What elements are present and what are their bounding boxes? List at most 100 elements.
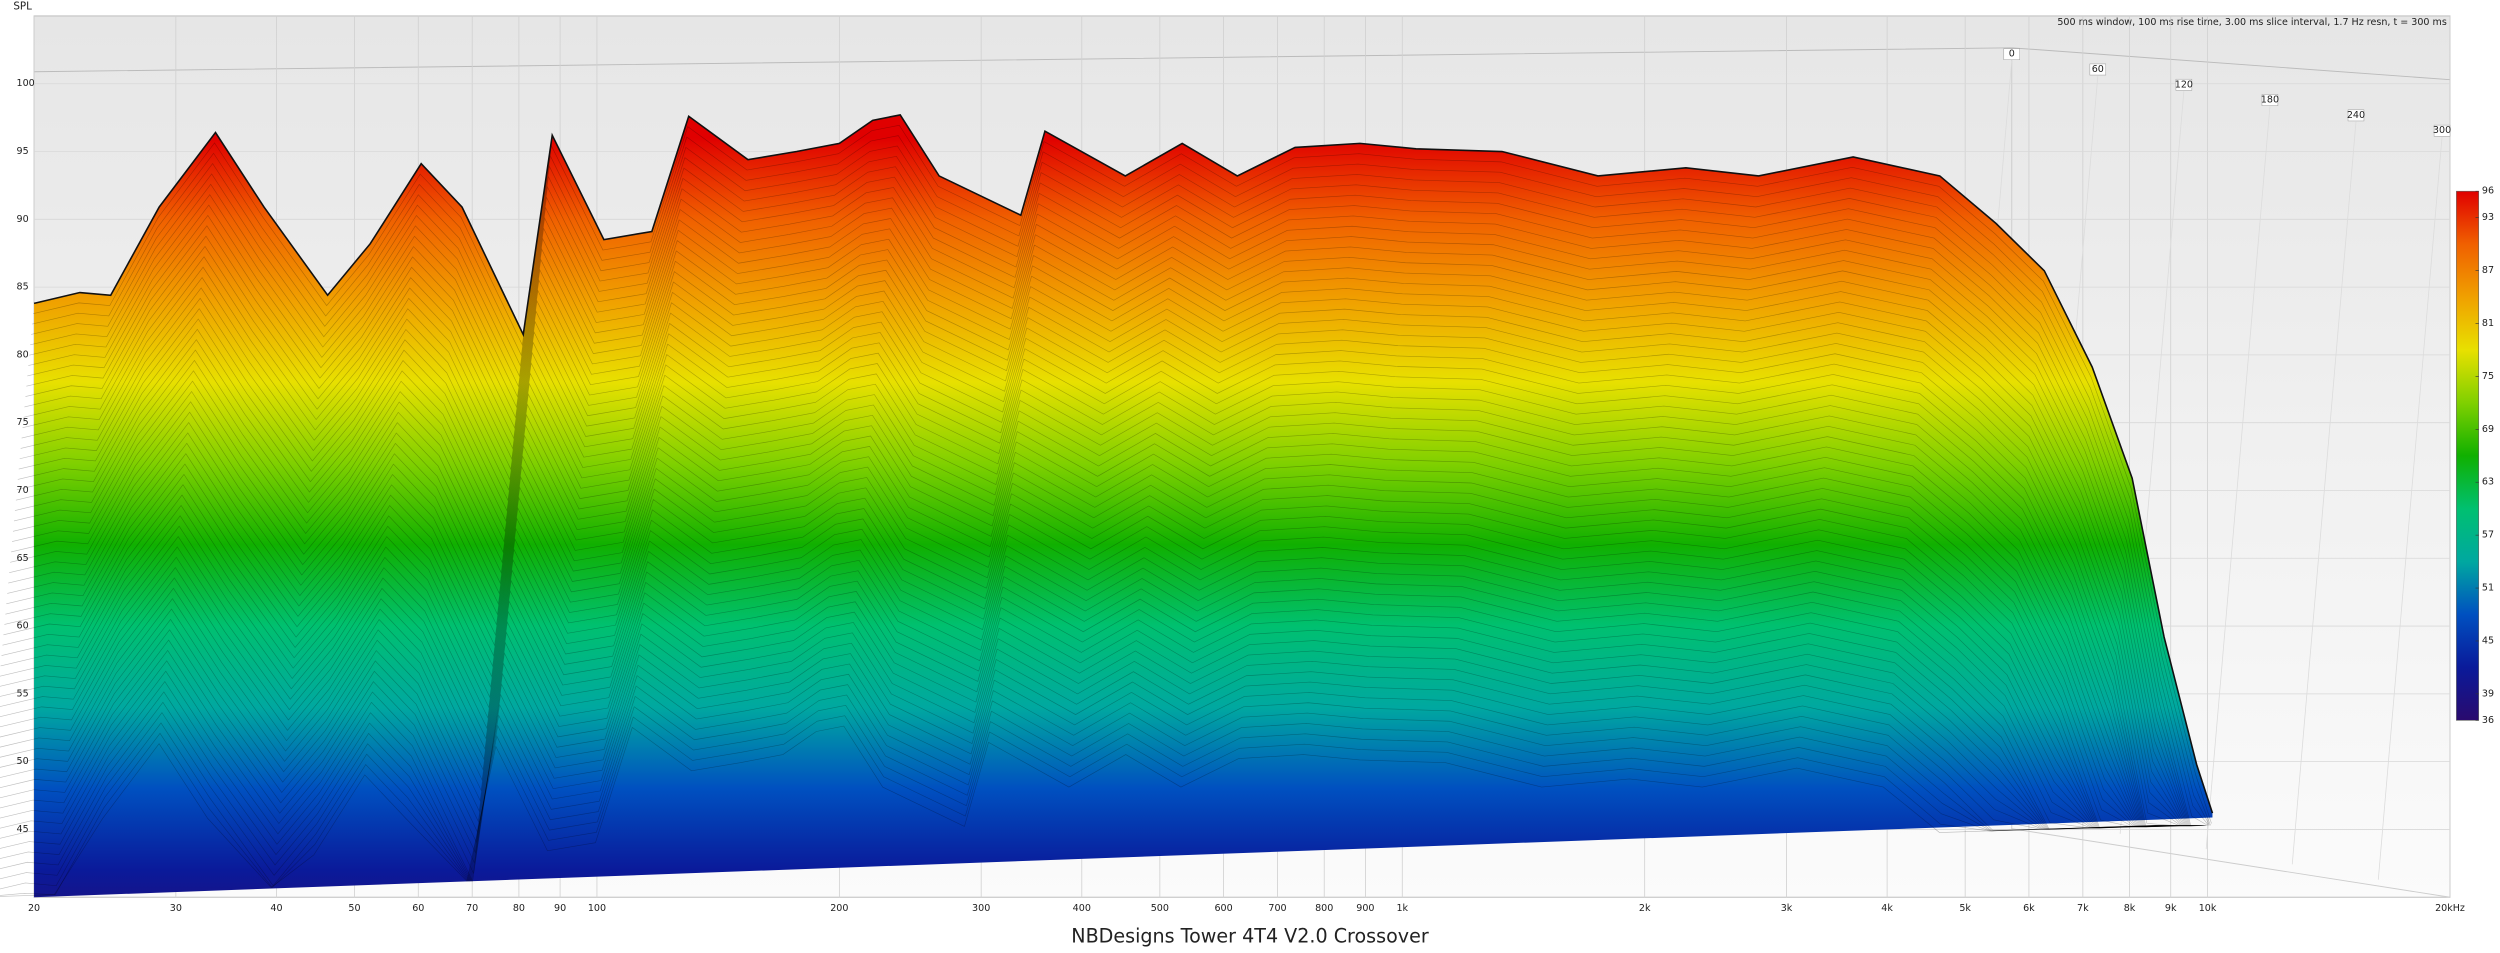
z-tick-label: 240 — [2347, 110, 2365, 121]
slice-line — [23, 228, 2202, 827]
y-tick-label: 85 — [17, 282, 29, 293]
annotation: 500 ms window, 100 ms rise time, 3.00 ms… — [2057, 17, 2447, 28]
slice-line — [0, 673, 2161, 883]
colorbar — [2456, 190, 2480, 721]
colorbar-tick-label: 36 — [2482, 715, 2494, 726]
x-tick-label: 800 — [1315, 903, 1333, 914]
slice-line — [10, 373, 2189, 828]
slice-line — [0, 549, 2173, 829]
slice-line — [0, 497, 2178, 829]
slice-line — [7, 404, 2186, 828]
slice-line — [0, 642, 2164, 864]
slice-line — [0, 694, 2159, 882]
x-tick-label: 2k — [1639, 903, 1651, 914]
slice-line — [22, 238, 2201, 827]
x-tick-label: 9k — [2165, 903, 2177, 914]
x-tick-label: 400 — [1073, 903, 1091, 914]
slice-line — [0, 477, 2179, 829]
slice-line — [33, 124, 2212, 824]
slice-line — [0, 632, 2165, 854]
z-tick-box — [2003, 48, 2020, 61]
slice-line — [25, 207, 2204, 827]
slice-line — [9, 383, 2188, 828]
x-tick-label: 20 — [28, 903, 40, 914]
x-tick-label: 3k — [1781, 903, 1793, 914]
x-tick-label: 40 — [270, 903, 282, 914]
slice-line — [21, 249, 2201, 827]
x-tick-label: 4k — [1881, 903, 1893, 914]
y-tick-label: 45 — [17, 824, 29, 835]
slice-line — [0, 715, 2158, 896]
y-tick-label: 90 — [17, 214, 29, 225]
y-tick-label: 55 — [17, 688, 29, 699]
y-tick-label: 75 — [17, 417, 29, 428]
x-tick-label: 90 — [554, 903, 566, 914]
slice-line — [3, 446, 2182, 828]
slice-line — [0, 580, 2170, 830]
colorbar-tick-label: 39 — [2482, 688, 2494, 699]
y-tick-label: 80 — [17, 349, 29, 360]
slice-line — [0, 539, 2174, 829]
slice-line — [0, 684, 2160, 883]
x-tick-label: 100 — [588, 903, 606, 914]
y-tick-label: 100 — [17, 78, 35, 89]
slice-line — [0, 653, 2163, 875]
y-tick-label: 70 — [17, 485, 29, 496]
x-tick-label: 1k — [1396, 903, 1408, 914]
x-tick-label: 600 — [1214, 903, 1232, 914]
slice-line — [17, 290, 2197, 827]
slice-line — [12, 342, 2192, 828]
y-tick-label: 50 — [17, 756, 29, 767]
colorbar-tick-label: 81 — [2482, 318, 2494, 329]
slice-line — [0, 508, 2177, 829]
z-tick-box — [2089, 63, 2107, 76]
colorbar-tick-label: 69 — [2482, 424, 2494, 435]
colorbar-tick-label: 96 — [2482, 186, 2494, 197]
slice-line — [0, 559, 2172, 829]
slice-line — [0, 611, 2167, 833]
slice-line — [11, 363, 2190, 828]
x-tick-label: 20kHz — [2435, 903, 2465, 914]
z-tick-box — [2347, 109, 2365, 122]
y-tick-label: 95 — [17, 146, 29, 157]
x-tick-label: 700 — [1268, 903, 1286, 914]
slice-line — [1, 466, 2180, 829]
z-tick-label: 60 — [2092, 64, 2104, 75]
x-tick-label: 5k — [1959, 903, 1971, 914]
x-tick-label: 50 — [348, 903, 360, 914]
z-tick-label: 180 — [2261, 95, 2279, 106]
slice-line — [0, 487, 2179, 829]
z-tick — [2205, 106, 2271, 850]
colorbar-tick-label: 87 — [2482, 265, 2494, 276]
x-tick-label: 500 — [1151, 903, 1169, 914]
colorbar-tick-label: 63 — [2482, 477, 2494, 488]
slice-line — [6, 414, 2185, 828]
z-tick — [2377, 137, 2443, 880]
x-tick-label: 70 — [466, 903, 478, 914]
colorbar-tick-label: 93 — [2482, 212, 2494, 223]
slice-line — [15, 311, 2195, 828]
slice-line — [26, 197, 2205, 827]
slice-line — [14, 321, 2194, 828]
slice-line — [0, 705, 2158, 890]
slice-line — [2, 456, 2181, 828]
x-tick-label: 6k — [2023, 903, 2035, 914]
slice-line — [16, 301, 2196, 827]
colorbar-tick-label: 51 — [2482, 583, 2494, 594]
z-tick-box — [2433, 124, 2451, 137]
slice-line — [31, 145, 2210, 826]
slice-line — [0, 518, 2176, 829]
chart-title: NBDesigns Tower 4T4 V2.0 Crossover — [1071, 925, 1429, 948]
x-tick-label: 10k — [2199, 903, 2217, 914]
response-line — [33, 114, 2214, 814]
z-tick-label: 120 — [2175, 79, 2193, 90]
z-tick-label: 0 — [2009, 49, 2015, 60]
slice-line — [30, 155, 2209, 826]
slice-line — [5, 425, 2184, 828]
x-tick-label: 200 — [830, 903, 848, 914]
x-tick-label: 8k — [2124, 903, 2136, 914]
x-tick-label: 80 — [513, 903, 525, 914]
slice-line — [4, 435, 2183, 828]
